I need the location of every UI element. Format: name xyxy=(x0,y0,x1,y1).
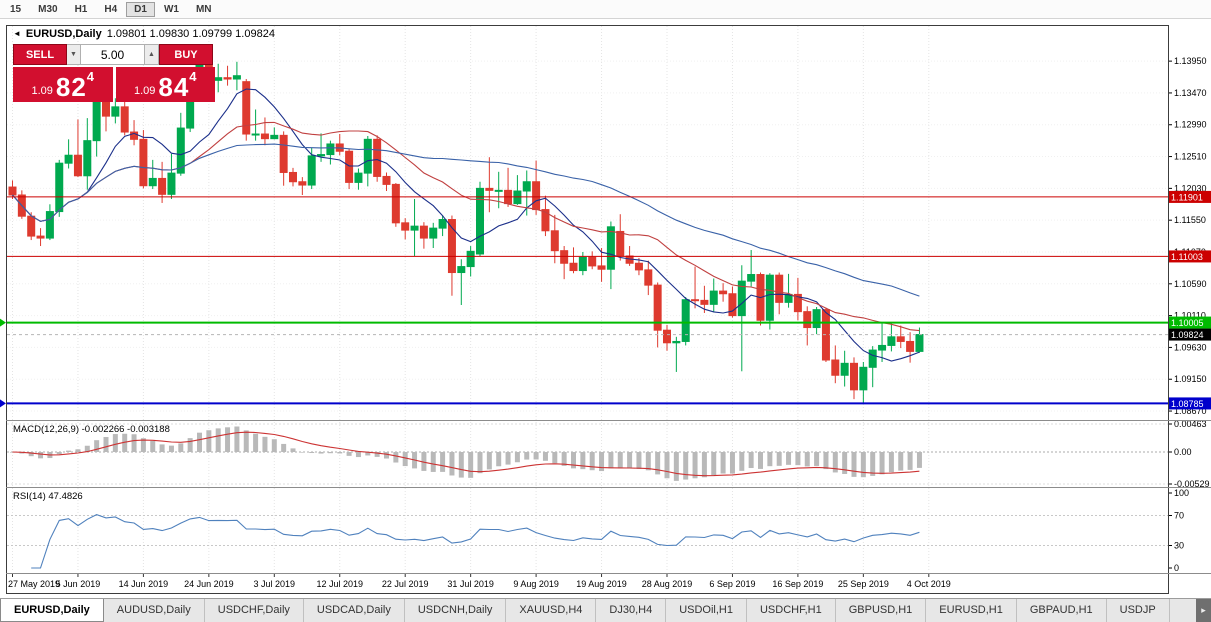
macd-label: MACD(12,26,9) -0.002266 -0.003188 xyxy=(13,424,170,435)
svg-text:-0.00529: -0.00529 xyxy=(1174,479,1210,489)
timeframe-button-d1[interactable]: D1 xyxy=(126,1,155,17)
chart-area[interactable] xyxy=(6,25,1169,594)
svg-text:1.10590: 1.10590 xyxy=(1174,279,1207,289)
chart-tab-usdjp[interactable]: USDJP xyxy=(1106,599,1170,622)
svg-text:70: 70 xyxy=(1174,511,1184,521)
buy-price-sup: 4 xyxy=(189,69,197,84)
trade-widget-controls: SELL ▼ ▲ BUY xyxy=(13,44,215,65)
chart-tab-usdcnh-daily[interactable]: USDCNH,Daily xyxy=(404,599,507,622)
chart-title: ◄ EURUSD,Daily 1.09801 1.09830 1.09799 1… xyxy=(13,28,275,40)
timeframe-button-w1[interactable]: W1 xyxy=(163,3,179,15)
chart-tab-eurusd-daily[interactable]: EURUSD,Daily xyxy=(0,599,104,622)
svg-text:1.12990: 1.12990 xyxy=(1174,120,1207,130)
chart-symbol-label: EURUSD,Daily xyxy=(25,28,102,40)
chart-tab-usdchf-daily[interactable]: USDCHF,Daily xyxy=(204,599,304,622)
svg-text:1.09150: 1.09150 xyxy=(1174,374,1207,384)
volume-input[interactable] xyxy=(81,44,145,65)
chart-tab-audusd-daily[interactable]: AUDUSD,Daily xyxy=(103,599,205,622)
svg-text:0.00: 0.00 xyxy=(1174,447,1192,457)
buy-price-display[interactable]: 1.09 84 4 xyxy=(115,67,215,102)
timeframe-button-h4[interactable]: H4 xyxy=(104,3,118,15)
price-tag: 1.11003 xyxy=(1169,250,1211,263)
chart-tab-gbpusd-h1[interactable]: GBPUSD,H1 xyxy=(835,599,927,622)
svg-text:1.13950: 1.13950 xyxy=(1174,56,1207,66)
sell-price-sup: 4 xyxy=(86,69,95,84)
timeframe-button-15[interactable]: 15 xyxy=(10,3,22,15)
svg-text:1.09630: 1.09630 xyxy=(1174,342,1207,352)
rsi-label: RSI(14) 47.4826 xyxy=(13,491,83,502)
svg-text:1.11901: 1.11901 xyxy=(1171,192,1203,202)
sell-price-big: 82 xyxy=(55,72,87,102)
svg-text:1.11070: 1.11070 xyxy=(1174,247,1206,257)
trade-widget-prices: 1.09 82 4 1.09 84 4 xyxy=(13,67,215,102)
sell-price-display[interactable]: 1.09 82 4 xyxy=(13,67,113,102)
timeframe-button-m30[interactable]: M30 xyxy=(38,3,58,15)
chart-tab-xauusd-h4[interactable]: XAUUSD,H4 xyxy=(506,599,597,622)
price-tag: 1.09824 xyxy=(1169,328,1211,341)
price-tag: 1.10005 xyxy=(1169,316,1211,329)
svg-text:1.11550: 1.11550 xyxy=(1174,215,1206,225)
svg-text:1.10110: 1.10110 xyxy=(1174,311,1206,321)
chart-tab-eurusd-h1[interactable]: EURUSD,H1 xyxy=(926,599,1017,622)
chart-tabbar: EURUSD,Daily AUDUSD,Daily USDCHF,Daily USDC… xyxy=(0,598,1211,622)
chart-tab-dj30-h4[interactable]: DJ30,H4 xyxy=(596,599,667,622)
chart-tab-usdchf-h1[interactable]: USDCHF,H1 xyxy=(746,599,836,622)
chart-tab-usdoil-h1[interactable]: USDOil,H1 xyxy=(666,599,747,622)
tab-scroll-button[interactable]: ▸ xyxy=(1196,599,1211,622)
price-tag: 1.08785 xyxy=(1169,397,1211,410)
sell-button[interactable]: SELL xyxy=(13,44,67,65)
chart-ohlc-label: 1.09801 1.09830 1.09799 1.09824 xyxy=(106,28,275,40)
svg-text:30: 30 xyxy=(1174,541,1184,551)
svg-text:1.13470: 1.13470 xyxy=(1174,88,1207,98)
timeframe-toolbar: 15 M30 H1 H4 D1 W1 MN xyxy=(0,0,1211,19)
svg-text:1.08785: 1.08785 xyxy=(1171,399,1204,409)
chart-tab-gbpaud-h1[interactable]: GBPAUD,H1 xyxy=(1016,599,1107,622)
timeframe-button-mn[interactable]: MN xyxy=(195,3,212,15)
chart-tab-usdcad-daily[interactable]: USDCAD,Daily xyxy=(303,599,405,622)
svg-text:1.08670: 1.08670 xyxy=(1174,406,1207,416)
price-tag: 1.11901 xyxy=(1169,190,1211,203)
buy-price-prefix: 1.09 xyxy=(133,85,156,97)
buy-button[interactable]: BUY xyxy=(159,44,213,65)
timeframe-button-h1[interactable]: H1 xyxy=(74,3,88,15)
svg-text:1.11003: 1.11003 xyxy=(1171,252,1203,262)
svg-text:100: 100 xyxy=(1174,488,1189,498)
svg-text:1.09824: 1.09824 xyxy=(1171,330,1204,340)
price-axis[interactable]: 1.13950 1.13470 1.12990 1.12510 1.12030 1.115… xyxy=(1169,56,1211,416)
svg-text:1.12510: 1.12510 xyxy=(1174,152,1207,162)
volume-increase-button[interactable]: ▲ xyxy=(145,44,159,65)
buy-price-big: 84 xyxy=(158,72,190,102)
svg-text:1.12030: 1.12030 xyxy=(1174,183,1207,193)
chart-marker-icon: ◄ xyxy=(13,29,21,38)
one-click-trading-widget: SELL ▼ ▲ BUY 1.09 82 4 1.09 84 4 xyxy=(13,44,215,102)
svg-text:0: 0 xyxy=(1174,563,1179,573)
sell-price-prefix: 1.09 xyxy=(31,85,53,97)
volume-decrease-button[interactable]: ▼ xyxy=(67,44,81,65)
svg-text:1.10005: 1.10005 xyxy=(1171,318,1204,328)
svg-text:0.00463: 0.00463 xyxy=(1174,419,1207,429)
